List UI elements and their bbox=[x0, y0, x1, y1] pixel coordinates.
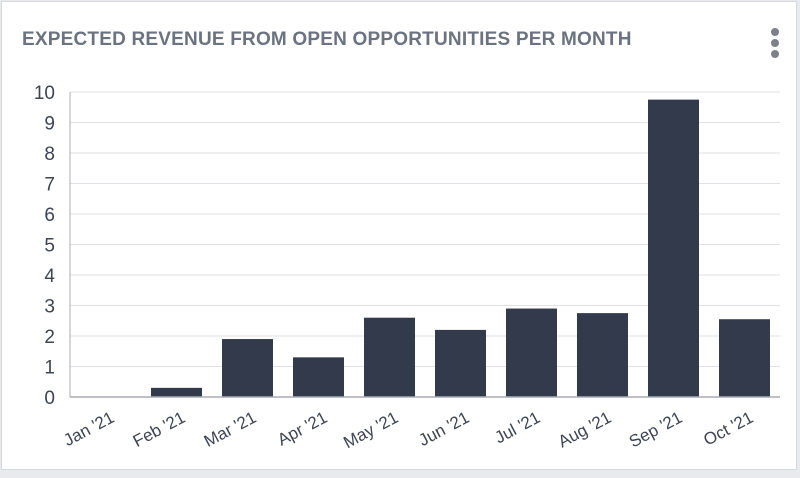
bar bbox=[293, 357, 344, 397]
y-tick-label: 5 bbox=[44, 236, 55, 257]
x-tick-label: Sep '21 bbox=[626, 408, 685, 452]
y-tick-label: 0 bbox=[44, 388, 55, 409]
y-tick-label: 9 bbox=[44, 114, 55, 135]
x-tick-label: Mar '21 bbox=[201, 408, 260, 451]
bar bbox=[435, 329, 486, 397]
bar bbox=[151, 387, 202, 397]
x-tick-label: Oct '21 bbox=[700, 408, 756, 450]
bar bbox=[719, 319, 770, 397]
y-tick-label: 1 bbox=[44, 358, 55, 379]
y-tick-label: 10 bbox=[34, 83, 55, 104]
y-tick-label: 2 bbox=[44, 327, 55, 348]
x-tick-label: Apr '21 bbox=[274, 408, 330, 450]
x-tick-label: Jan '21 bbox=[61, 408, 118, 450]
menu-dot bbox=[771, 28, 779, 36]
y-tick-label: 6 bbox=[44, 205, 55, 226]
y-tick-label: 3 bbox=[44, 297, 55, 318]
x-tick-label: Jun '21 bbox=[416, 408, 473, 450]
y-tick-label: 8 bbox=[44, 144, 55, 165]
bar bbox=[222, 339, 273, 397]
y-tick-label: 7 bbox=[44, 175, 55, 196]
menu-dot bbox=[771, 39, 779, 47]
x-tick-label: May '21 bbox=[340, 408, 401, 452]
menu-dot bbox=[771, 50, 779, 58]
x-tick-label: Feb '21 bbox=[130, 408, 189, 451]
y-tick-label: 4 bbox=[44, 266, 55, 287]
chart-title: EXPECTED REVENUE FROM OPEN OPPORTUNITIES… bbox=[22, 29, 632, 50]
x-tick-label: Aug '21 bbox=[555, 408, 614, 452]
bar bbox=[648, 99, 699, 397]
bar bbox=[364, 317, 415, 397]
bar bbox=[506, 308, 557, 397]
x-tick-label: Jul '21 bbox=[492, 408, 544, 448]
more-options-icon[interactable] bbox=[764, 26, 786, 60]
bar bbox=[577, 313, 628, 397]
